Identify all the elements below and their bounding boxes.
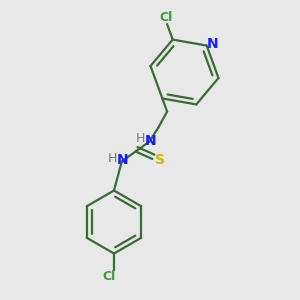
Text: H: H: [108, 152, 118, 165]
Text: H: H: [136, 132, 145, 145]
Text: S: S: [154, 153, 165, 167]
Text: N: N: [117, 154, 128, 167]
Text: Cl: Cl: [102, 270, 115, 283]
Text: N: N: [206, 38, 218, 51]
Text: N: N: [145, 134, 156, 148]
Text: Cl: Cl: [159, 11, 172, 24]
